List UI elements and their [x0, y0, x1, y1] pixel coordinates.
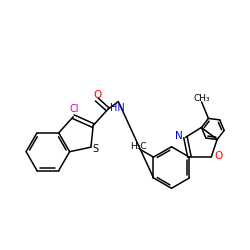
Text: O: O [94, 90, 102, 101]
Text: CH₃: CH₃ [193, 94, 210, 102]
Text: HN: HN [110, 102, 125, 113]
Text: Cl: Cl [70, 104, 79, 114]
Text: O: O [214, 151, 222, 161]
Text: H₃C: H₃C [130, 142, 147, 151]
Text: S: S [93, 144, 99, 154]
Text: N: N [175, 131, 182, 141]
